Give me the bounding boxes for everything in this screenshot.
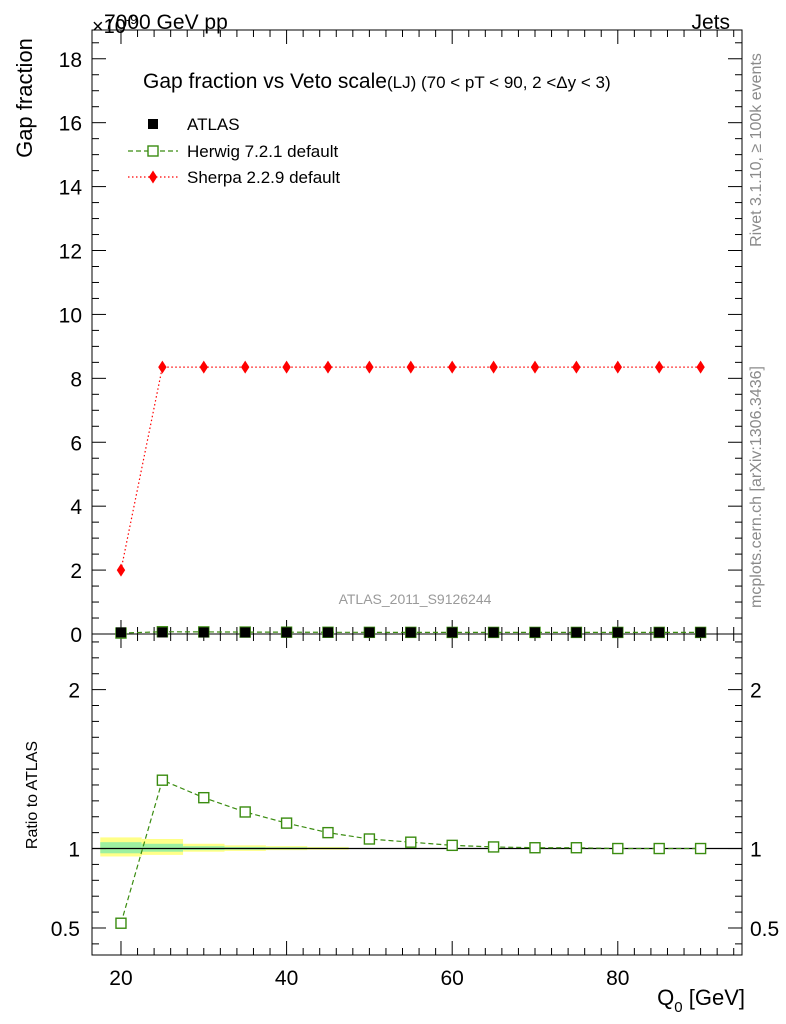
ratio-tick-label-1: 1 [68, 839, 80, 862]
ratio-tick-label-2: 2 [68, 680, 80, 703]
atlas-point-80 [612, 627, 623, 638]
legend-label-herwig: Herwig 7.2.1 default [187, 142, 338, 161]
herwig-ratio-line [120, 779, 701, 924]
sherpa-line [120, 366, 701, 571]
herwig-ratio-point-75 [570, 842, 583, 854]
atlas-point-25 [157, 627, 168, 638]
y-tick-label-18: 18 [59, 49, 82, 72]
source-label: mcplots.cern.ch [arXiv:1306.3436] [748, 366, 765, 608]
atlas-point-35 [240, 627, 251, 638]
y-tick-label-2: 2 [70, 560, 82, 583]
y-tick-label-8: 8 [70, 368, 82, 391]
ratio-series [115, 774, 707, 929]
legend: ATLAS Herwig 7.2.1 default Sherpa 2.2.9 de… [128, 115, 340, 187]
herwig-ratio-point-30 [198, 791, 210, 804]
herwig-ratio-point-20 [115, 917, 127, 929]
legend-label-atlas: ATLAS [187, 115, 240, 134]
plot-frames [91, 29, 743, 956]
x-tick-label-80: 80 [606, 967, 629, 990]
sherpa-point-40 [282, 360, 291, 374]
x-tick-label-20: 20 [109, 967, 132, 990]
atlas-point-90 [695, 627, 706, 638]
herwig-ratio-point-50 [363, 833, 376, 845]
process-label: Jets [691, 11, 730, 34]
herwig-ratio-point-90 [694, 842, 707, 855]
herwig-ratio-point-55 [405, 836, 417, 848]
herwig-ratio-point-25 [156, 774, 169, 786]
herwig-ratio-point-60 [446, 839, 458, 852]
herwig-ratio-point-70 [529, 842, 541, 854]
atlas-point-70 [529, 627, 540, 638]
herwig-ratio-point-40 [280, 817, 293, 829]
ratio-plot-frame [91, 633, 743, 956]
x-axis-title: Q0 [GeV] [657, 985, 745, 1016]
chart-title: Gap fraction vs Veto scale(LJ) (70 < pT … [143, 70, 611, 93]
sherpa-point-20 [116, 563, 126, 577]
ratio-uncertainty-band [92, 837, 742, 857]
herwig-ratio-point-45 [322, 826, 334, 839]
herwig-ratio-point-85 [653, 842, 665, 855]
atlas-point-85 [654, 627, 665, 638]
sherpa-point-75 [572, 360, 581, 374]
exponent-label: ×10-9 [92, 12, 138, 38]
sherpa-point-45 [323, 360, 333, 374]
rivet-label: Rivet 3.1.10, ≥ 100k events [748, 53, 765, 247]
sherpa-point-60 [447, 360, 457, 374]
legend-marker-atlas [148, 119, 158, 129]
legend-label-sherpa: Sherpa 2.2.9 default [187, 168, 340, 187]
atlas-point-55 [405, 627, 416, 638]
legend-marker-herwig [147, 145, 159, 157]
y-tick-label-10: 10 [59, 304, 82, 327]
x-tick-label-40: 40 [275, 967, 298, 990]
y-tick-label-16: 16 [59, 113, 82, 136]
sherpa-point-65 [489, 360, 498, 374]
y-axis-title: Gap fraction [12, 38, 37, 158]
atlas-point-40 [281, 627, 292, 638]
ratio-tick-label-right-0.5: 0.5 [750, 918, 779, 941]
y-tick-label-14: 14 [59, 177, 83, 200]
band-green-1 [141, 843, 184, 852]
y-tick-label-4: 4 [70, 496, 82, 519]
atlas-point-30 [198, 627, 209, 638]
y-tick-label-0: 0 [70, 624, 82, 647]
ratio-y-axis-title: Ratio to ATLAS [24, 741, 41, 849]
sherpa-point-70 [530, 360, 540, 374]
atlas-point-45 [322, 627, 333, 638]
sherpa-point-25 [158, 360, 167, 374]
sherpa-point-85 [654, 360, 664, 374]
sherpa-point-35 [240, 360, 250, 374]
atlas-point-50 [364, 627, 375, 638]
herwig-ratio-point-80 [612, 842, 624, 855]
ratio-tick-label-0.5: 0.5 [51, 918, 80, 941]
main-series [115, 360, 707, 639]
y-tick-label-6: 6 [70, 432, 82, 455]
atlas-point-60 [447, 627, 458, 638]
sherpa-point-30 [199, 360, 208, 374]
legend-marker-sherpa [148, 170, 158, 184]
watermark-label: ATLAS_2011_S9126244 [339, 591, 492, 607]
y-tick-label-12: 12 [59, 241, 82, 264]
sherpa-point-80 [613, 360, 622, 374]
sherpa-point-90 [696, 360, 705, 374]
herwig-ratio-point-35 [239, 806, 251, 818]
atlas-point-20 [115, 627, 126, 638]
ratio-tick-label-right-2: 2 [750, 680, 762, 703]
atlas-point-65 [488, 627, 499, 638]
ratio-tick-label-right-1: 1 [750, 839, 762, 862]
x-tick-label-60: 60 [441, 967, 464, 990]
sherpa-point-55 [406, 360, 415, 374]
herwig-ratio-point-65 [487, 841, 500, 853]
atlas-point-75 [571, 627, 582, 638]
energy-label: 7000 GeV pp [104, 11, 228, 34]
band-green-0 [100, 842, 142, 854]
sherpa-point-50 [365, 360, 374, 374]
